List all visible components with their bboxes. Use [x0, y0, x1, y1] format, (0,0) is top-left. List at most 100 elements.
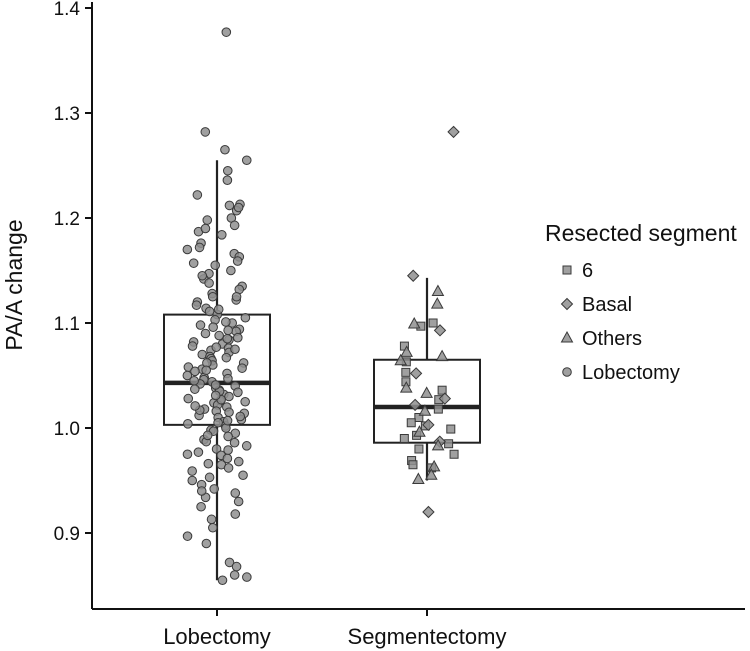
lobectomy-point: [240, 396, 250, 407]
lobectomy-point: [223, 325, 233, 336]
lobectomy-point: [197, 270, 208, 281]
others-point: [394, 353, 408, 366]
lobectomy-point: [193, 447, 204, 457]
lobectomy-point: [222, 333, 233, 344]
lobectomy-point: [206, 514, 217, 525]
lobectomy-point: [231, 561, 242, 572]
others-point: [435, 349, 449, 362]
others-point: [420, 386, 433, 398]
y-axis-title: PA/A change: [1, 219, 27, 350]
lobectomy-point: [229, 570, 240, 580]
lobectomy-point: [242, 572, 252, 582]
lobectomy-point: [233, 387, 243, 398]
lobectomy-point: [224, 407, 234, 418]
lobectomy-point: [230, 344, 240, 355]
others-point: [424, 468, 438, 480]
lobectomy-point: [211, 342, 222, 352]
others-point: [418, 404, 432, 416]
others-point: [400, 345, 413, 357]
others-point: [430, 297, 444, 309]
6-point: [446, 424, 456, 434]
lobectomy-point: [187, 475, 198, 486]
others-point: [399, 381, 413, 393]
lobectomy-point: [203, 458, 214, 469]
legend: Resected segment 6 Basal Others Lobectomy: [545, 220, 737, 384]
others-point: [431, 438, 445, 451]
legend-item-basal: Basal: [560, 294, 632, 316]
y-tick-label: 1.0: [54, 419, 80, 440]
basal-point: [447, 125, 460, 139]
lobectomy-point: [182, 244, 193, 255]
y-tick-label: 1.4: [54, 0, 81, 20]
lobectomy-point: [240, 312, 251, 323]
6-point: [433, 404, 443, 414]
lobectomy-point: [194, 242, 205, 253]
lobectomy-point: [221, 27, 232, 37]
lobectomy-point: [214, 330, 224, 341]
x-tick-label: Segmentectomy: [348, 624, 507, 649]
lobectomy-point: [210, 380, 221, 390]
lobectomy-point: [230, 488, 241, 498]
6-point: [414, 413, 424, 422]
lobectomy-point: [183, 393, 194, 404]
lobectomy-point: [241, 155, 252, 166]
lobectomy-point: [202, 430, 213, 441]
lobectomy-point: [223, 463, 234, 473]
lobectomy-point: [191, 300, 202, 310]
lobectomy-point: [182, 531, 193, 541]
6-point: [444, 439, 454, 449]
lobectomy-point: [221, 352, 232, 363]
lobectomy-point: [238, 470, 248, 481]
lobectomy-point: [188, 258, 199, 268]
lobectomy-point: [222, 165, 233, 176]
legend-triangle-icon: [560, 330, 574, 343]
x-tick-label: Lobectomy: [163, 624, 271, 649]
lobectomy-point: [226, 265, 236, 276]
6-point: [437, 385, 447, 395]
basal-point: [408, 398, 422, 412]
others-point: [407, 317, 421, 329]
lobectomy-point: [231, 291, 242, 302]
lobectomy-point: [221, 317, 231, 327]
lobectomy-point: [201, 538, 212, 549]
y-tick-label: 1.3: [54, 104, 80, 125]
6-point: [449, 449, 459, 459]
lobectomy-point: [202, 215, 213, 225]
lobectomy-point: [233, 202, 244, 213]
legend-title: Resected segment: [545, 220, 737, 246]
lobectomy-point: [200, 223, 211, 234]
lobectomy-point: [201, 365, 211, 376]
lobectomy-point: [195, 320, 206, 330]
y-tick-label: 1.2: [54, 209, 80, 230]
lobectomy-point: [237, 363, 247, 373]
lobectomy-point: [208, 322, 218, 333]
lobectomy-point: [213, 417, 223, 428]
lobectomy-point: [224, 557, 235, 568]
lobectomy-point: [210, 390, 221, 401]
y-tick-label: 0.9: [54, 524, 80, 545]
6-point: [401, 367, 411, 377]
basal-point: [438, 392, 452, 405]
lobectomy-point: [189, 375, 199, 386]
x-axis: Lobectomy Segmentectomy: [92, 608, 745, 649]
box-segmentectomy: [373, 277, 481, 481]
lobectomy-point: [190, 401, 200, 411]
lobectomy-point: [187, 341, 198, 351]
lobectomy-point: [232, 332, 243, 343]
lobectomy-point: [204, 472, 215, 483]
legend-item-6: 6: [562, 260, 593, 282]
lobectomy-point: [196, 501, 206, 512]
series-others: [394, 284, 449, 484]
lobectomy-point: [207, 291, 218, 302]
legend-label: Others: [582, 328, 642, 350]
data-points: [182, 27, 460, 586]
basal-point: [433, 324, 447, 337]
lobectomy-point: [190, 384, 200, 394]
legend-label: Lobectomy: [582, 362, 680, 384]
lobectomy-point: [200, 127, 211, 137]
lobectomy-point: [192, 190, 203, 200]
lobectomy-point: [182, 370, 193, 381]
lobectomy-point: [213, 304, 224, 315]
others-point: [412, 472, 425, 484]
basal-point: [422, 418, 435, 432]
